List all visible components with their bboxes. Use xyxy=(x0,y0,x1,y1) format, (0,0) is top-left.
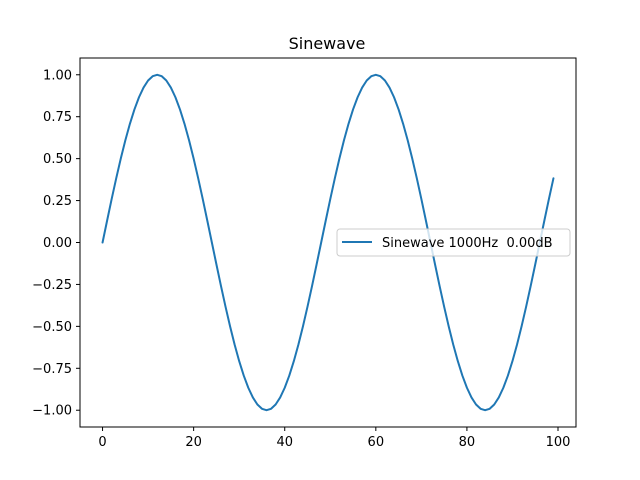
x-tick-label: 40 xyxy=(276,435,293,450)
x-tick-label: 20 xyxy=(185,435,202,450)
series-line xyxy=(101,73,555,412)
y-tick-label: −0.75 xyxy=(32,362,72,377)
y-tick-label: −1.00 xyxy=(32,404,72,419)
x-tick-label: 80 xyxy=(459,435,476,450)
y-tick-label: −0.50 xyxy=(32,320,72,335)
chart-title: Sinewave xyxy=(289,34,366,53)
series-layer xyxy=(101,73,555,412)
plot-area-frame xyxy=(79,57,577,428)
x-axis-ticks: 0 20 40 60 80 100 xyxy=(98,427,570,450)
x-tick-label: 0 xyxy=(98,435,106,450)
x-tick-label: 100 xyxy=(546,435,571,450)
legend-entry-label: Sinewave 1000Hz 0.00dB xyxy=(382,236,553,251)
legend: Sinewave 1000Hz 0.00dB xyxy=(336,228,571,257)
y-tick-label: 0.50 xyxy=(43,152,72,167)
x-tick-label: 60 xyxy=(368,435,385,450)
y-tick-label: 0.00 xyxy=(43,236,72,251)
y-tick-label: −0.25 xyxy=(32,278,72,293)
y-axis-ticks: −1.00 −0.75 −0.50 −0.25 0.00 0.25 0.50 0.75 1.00 xyxy=(32,68,80,419)
y-tick-label: 1.00 xyxy=(43,68,72,83)
legend-box xyxy=(336,228,571,257)
y-tick-label: 0.75 xyxy=(43,110,72,125)
y-tick-label: 0.25 xyxy=(43,194,72,209)
